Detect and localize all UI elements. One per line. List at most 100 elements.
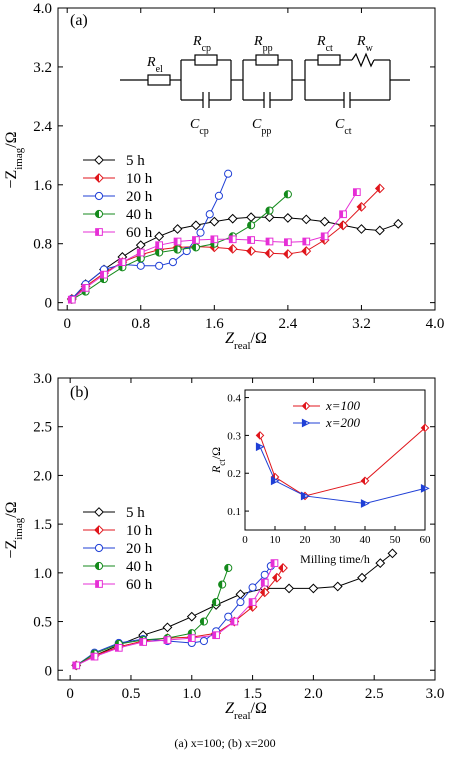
panel-b-label: (b) [70,384,89,401]
panel-b-data-point [357,572,367,583]
inset-xtick-label: 40 [360,534,372,546]
panel-a-data-point-fill [174,238,178,245]
panel-a-data-point-fill [155,241,160,249]
panel-b-ytick-label: 3.0 [33,371,52,387]
panel-a-data-point-fill [321,232,325,240]
panel-a-data-point-fill [247,221,252,229]
panel-b-series-line-1 [76,567,284,666]
panel-a-data-point-fill [173,246,178,254]
inset-ticks: 0 10 20 30 40 50 60 0.1 0.2 0.3 0.4 [227,393,431,546]
panel-b-data-point [308,583,319,594]
panel-a-data-point-fill [210,235,215,243]
panel-a-data-point-fill [68,296,72,304]
panel-a-ytick-label: 4.0 [33,1,52,17]
inset-series [255,423,430,508]
inset-ytick-label: 0.1 [227,506,241,518]
panel-b-legend-label: 10 h [126,523,153,539]
panel-a-data-point-fill [265,206,270,215]
panel-b-data-point-fill [272,573,277,582]
panel-b-data-point-fill [212,631,217,639]
inset-xlabel: Milling time/h [300,552,370,566]
panel-a-ytick-label: 3.2 [33,60,52,76]
panel-b-data-point [236,597,245,607]
panel-a-data-point [246,212,257,223]
panel-b-xtick-label: 0.5 [122,686,141,702]
panel-b-xtick-label: 1.5 [243,686,262,702]
panel-b-data-point [186,611,197,622]
inset-data-point-fill [361,477,365,485]
circuit-resistor-r-pp [255,54,279,66]
panel-a-data-point [172,224,183,234]
panel-a-data-point [136,261,145,270]
panel-a-data-point-fill [229,235,233,243]
panel-a-data-point-fill [119,258,123,266]
inset-legend-marker-fill [302,419,307,427]
inset-data-point-fill [421,424,425,432]
equivalent-circuit [120,52,410,108]
circuit-warburg-r-w [351,52,375,68]
panel-a-data-point-fill [302,238,307,245]
panel-a-ytick-label: 1.6 [33,178,52,194]
inset-xtick-label: 20 [300,534,312,546]
panel-b-data-point-fill [218,580,223,589]
panel-b-data-point-fill [212,598,217,606]
inset-rct-plot: 0 10 20 30 40 50 60 0.1 0.2 0.3 0.4 x=100 x=200 Mil… [209,389,431,566]
circuit-label-r-ct: Rct [316,34,333,54]
circuit-resistor-r-ct [317,54,341,66]
panel-b-xtick-label: 1.0 [182,686,201,702]
panel-b-xtick-label: 3.0 [426,686,445,702]
panel-b-xtick-label: 0 [66,686,74,702]
panel-b-data-point [387,548,398,559]
panel-a-nyquist-plot: (a) 0 0.8 1.6 2.4 3.2 4.0 0 0.8 1.6 2.4 3.2 4.0 5 h… [3,1,444,352]
panel-a-xlabel: Zreal/Ω [225,330,267,352]
panel-a-data-point-fill [353,188,357,196]
panel-a-data-point-fill [228,244,233,254]
panel-b-data-point [235,589,246,600]
panel-b-ytick-label: 0 [45,663,53,679]
panel-a-data-point [214,191,223,200]
panel-b-ytick-label: 1.5 [33,517,52,533]
panel-b-ylabel: −Zimag/Ω [3,501,25,558]
panel-a-ytick-label: 0.8 [33,237,52,253]
panel-b-data-point-fill [200,617,204,626]
panel-a-series [66,169,404,304]
inset-data-point-fill [256,443,261,451]
panel-a-data-point-fill [284,190,288,198]
panel-a-data-point [209,216,220,227]
inset-data-point-fill [301,492,306,500]
panel-a-data-point-fill [338,221,344,230]
panel-a-legend-marker-fill [95,210,99,218]
panel-a-data-point-fill [265,249,270,258]
inset-xtick-label: 50 [390,534,402,546]
panel-a-legend-marker-fill [94,173,99,183]
panel-a-data-point [356,224,367,234]
panel-a-data-point-fill [137,249,141,256]
panel-a-data-point [282,213,293,223]
inset-ylabel: Rct/Ω [209,447,227,474]
panel-b-data-point-fill [261,579,265,586]
circuit-label-c-pp: Cpp [252,117,271,137]
panel-b-data-point [284,583,294,594]
panel-a-legend-marker-fill [95,228,99,236]
panel-a-data-point-fill [302,246,307,256]
panel-a-legend-marker [94,155,104,165]
panel-a-data-point [374,225,385,236]
circuit-resistor-r-cp [194,54,218,66]
inset-data-point-fill [421,484,426,492]
panel-a-data-point-fill [375,184,380,193]
panel-b-data-point [332,581,343,592]
panel-a-data-point-fill [357,202,362,212]
panel-a-ticks: 0 0.8 1.6 2.4 3.2 4.0 0 0.8 1.6 2.4 3.2 4.0 [33,1,444,332]
panel-b-data-point-fill [188,634,192,642]
panel-a-xtick-label: 0.8 [131,316,150,332]
panel-a-data-point-fill [155,248,160,257]
panel-a-data-point [319,216,330,227]
panel-b-frame [57,377,436,681]
inset-legend: x=100 x=200 [293,398,361,430]
panel-b-data-point-fill [230,618,235,625]
panel-b-data-point-fill [115,644,119,652]
circuit-label-r-w: Rw [356,34,374,54]
circuit-label-c-ct: Cct [335,117,352,137]
panel-b-legend-marker-fill [95,580,99,588]
panel-b-xtick-label: 2.0 [304,686,323,702]
